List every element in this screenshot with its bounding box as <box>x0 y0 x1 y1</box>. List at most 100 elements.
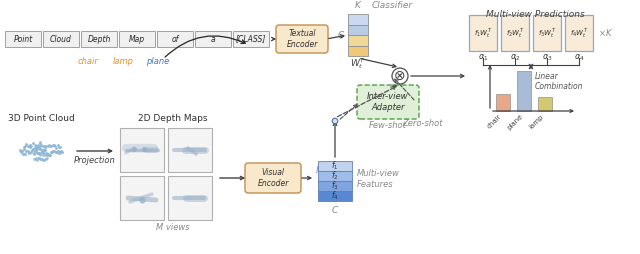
FancyBboxPatch shape <box>276 25 328 53</box>
Point <box>16 150 26 154</box>
Point <box>22 149 33 153</box>
Circle shape <box>332 118 338 124</box>
Point <box>24 144 34 148</box>
Point <box>54 151 64 155</box>
Point <box>15 148 25 152</box>
Point <box>35 141 45 146</box>
Bar <box>119 31 155 47</box>
Text: $f_3$: $f_3$ <box>331 180 339 192</box>
Bar <box>538 97 552 111</box>
Text: Few-shot: Few-shot <box>369 121 407 130</box>
Point <box>46 144 56 148</box>
Point <box>38 144 48 148</box>
Point <box>51 146 61 150</box>
Point <box>35 145 45 149</box>
Text: $\alpha_3$: $\alpha_3$ <box>541 53 552 63</box>
Point <box>49 149 60 153</box>
Text: M views: M views <box>156 223 190 232</box>
Point <box>36 157 47 162</box>
Point <box>46 150 56 154</box>
Point <box>37 157 47 162</box>
Point <box>41 157 51 161</box>
Point <box>31 158 42 162</box>
Bar <box>501 15 529 51</box>
Point <box>21 142 31 146</box>
Point <box>21 149 31 153</box>
Text: Textual
Encoder: Textual Encoder <box>286 29 317 49</box>
Point <box>26 144 36 148</box>
Text: a: a <box>211 35 215 43</box>
Point <box>38 148 48 152</box>
Text: C: C <box>338 30 344 40</box>
Point <box>139 147 149 151</box>
Text: $f_2$: $f_2$ <box>332 170 339 182</box>
Point <box>41 151 51 155</box>
Point <box>36 143 47 147</box>
Text: lamp: lamp <box>113 56 134 66</box>
Bar <box>120 128 164 172</box>
Point <box>40 145 50 149</box>
Point <box>55 150 65 154</box>
Point <box>34 145 44 149</box>
Point <box>34 145 44 149</box>
Point <box>18 152 28 156</box>
Point <box>17 149 28 153</box>
Point <box>29 151 39 155</box>
Point <box>44 153 54 157</box>
Point <box>25 145 35 149</box>
Point <box>49 143 59 147</box>
Point <box>33 143 43 147</box>
Bar <box>533 15 561 51</box>
Bar <box>318 161 352 171</box>
Text: $W_t^T$: $W_t^T$ <box>350 57 366 71</box>
Point <box>40 145 51 149</box>
FancyArrowPatch shape <box>165 36 245 57</box>
Bar <box>43 31 79 47</box>
Text: Map: Map <box>129 35 145 43</box>
Point <box>38 158 49 162</box>
Text: C: C <box>332 206 338 215</box>
Point <box>19 145 29 149</box>
Text: plane: plane <box>506 113 524 131</box>
Point <box>35 157 45 161</box>
Point <box>43 152 53 156</box>
Point <box>39 144 49 148</box>
Point <box>32 145 42 149</box>
Point <box>31 156 41 160</box>
Point <box>33 151 43 155</box>
Point <box>22 144 33 148</box>
Point <box>28 147 38 151</box>
Bar <box>318 171 352 181</box>
Bar <box>348 45 368 56</box>
Point <box>29 148 39 152</box>
Point <box>35 151 45 155</box>
Text: $\alpha_1$: $\alpha_1$ <box>477 53 488 63</box>
Bar <box>195 31 231 47</box>
Text: 3D Point Cloud: 3D Point Cloud <box>8 114 75 123</box>
Point <box>29 152 39 156</box>
Point <box>51 149 61 153</box>
Bar <box>318 191 352 201</box>
Point <box>24 143 35 147</box>
Point <box>54 145 64 149</box>
Point <box>35 153 45 157</box>
Text: Point: Point <box>13 35 33 43</box>
Circle shape <box>392 68 408 84</box>
Bar <box>496 94 510 111</box>
Point <box>20 144 30 148</box>
Point <box>41 144 51 148</box>
Text: $f_2W_t^T$: $f_2W_t^T$ <box>506 26 524 40</box>
Point <box>44 143 54 147</box>
Point <box>24 151 34 155</box>
Bar <box>157 31 193 47</box>
Text: Zero-shot: Zero-shot <box>402 119 442 129</box>
Point <box>36 151 46 155</box>
Point <box>137 198 147 202</box>
Point <box>32 147 42 151</box>
Point <box>47 150 58 154</box>
Point <box>31 149 41 153</box>
Point <box>45 144 55 148</box>
Point <box>38 151 48 155</box>
Bar <box>168 176 212 220</box>
Bar <box>348 24 368 35</box>
